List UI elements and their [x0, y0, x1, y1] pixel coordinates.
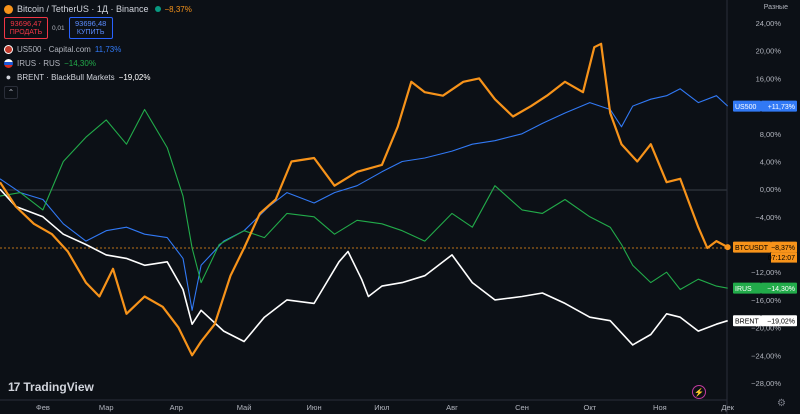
price-tag-us500: US500 +11,73%	[733, 100, 797, 112]
x-tick-label: Сен	[515, 403, 529, 412]
us500-change: 11,73%	[94, 44, 122, 54]
tag-name-bg	[733, 100, 761, 112]
tag-value-bg	[761, 315, 797, 327]
scale-mode-label[interactable]: Разные	[763, 4, 788, 11]
legend-item-us500[interactable]: US500 · Capital.com 11,73%	[4, 42, 192, 56]
buy-button[interactable]: 93696,48 КУПИТЬ	[68, 17, 113, 39]
y-tick-label: −28,00%	[751, 379, 781, 388]
price-tag-brent: BRENT −19,02%	[733, 315, 797, 327]
tag-value: +11,73%	[768, 104, 795, 111]
tag-name-bg	[733, 241, 771, 253]
y-tick-label: −16,00%	[751, 296, 781, 305]
gear-icon[interactable]: ⚙	[777, 398, 786, 409]
tag-name: BTCUSDT	[735, 245, 769, 252]
countdown-bg	[771, 252, 797, 263]
x-tick-label: Май	[237, 403, 252, 412]
buy-price: 93696,48	[75, 19, 107, 28]
legend-item-brent[interactable]: ● BRENT · BlackBull Markets −19,02%	[4, 70, 192, 84]
x-tick-label: Ноя	[653, 403, 667, 412]
countdown-label: 07:12:07	[768, 255, 795, 262]
irus-change: −14,30%	[64, 58, 96, 68]
sell-button[interactable]: 93696,47 ПРОДАТЬ	[4, 17, 48, 39]
y-tick-label: 16,00%	[756, 74, 782, 83]
tag-name: US500	[735, 104, 757, 111]
chevron-up-icon: ⌃	[7, 88, 15, 97]
oil-drop-icon: ●	[5, 72, 12, 82]
y-tick-label: 20,00%	[756, 47, 782, 56]
irus-name: IRUS · RUS	[17, 58, 61, 68]
y-tick-label: 24,00%	[756, 19, 782, 28]
tradingview-logo[interactable]: 17 TradingView	[8, 380, 94, 394]
x-tick-label: Авг	[446, 403, 458, 412]
main-symbol-row[interactable]: Bitcoin / TetherUS · 1Д · Binance −8,37%	[4, 2, 192, 16]
tradingview-mark-icon: 17	[8, 380, 20, 394]
tag-value: −14,30%	[767, 286, 795, 293]
y-tick-label: 0,00%	[760, 185, 782, 194]
y-tick-label: −20,00%	[751, 324, 781, 333]
legend: Bitcoin / TetherUS · 1Д · Binance −8,37%…	[4, 2, 192, 99]
price-tag-irus: IRUS −14,30%	[733, 282, 797, 294]
sell-label: ПРОДАТЬ	[9, 29, 43, 36]
x-tick-label: Апр	[170, 403, 183, 412]
series-line-irus	[0, 108, 728, 291]
tag-name-bg	[733, 282, 761, 294]
x-tick-label: Фев	[36, 403, 50, 412]
us500-icon	[4, 44, 13, 54]
x-tick-label: Июн	[307, 403, 322, 412]
x-tick-label: Июл	[374, 403, 389, 412]
y-tick-label: 8,00%	[760, 130, 782, 139]
trade-buttons: 93696,47 ПРОДАТЬ 0,01 93696,48 КУПИТЬ	[4, 17, 192, 39]
tag-value: −8,37%	[771, 245, 795, 252]
series-line-brent	[0, 188, 728, 346]
us500-name: US500 · Capital.com	[17, 44, 91, 54]
lightning-icon[interactable]: ⚡	[692, 385, 706, 399]
buy-label: КУПИТЬ	[76, 29, 105, 36]
legend-item-irus[interactable]: IRUS · RUS −14,30%	[4, 56, 192, 70]
tag-value-bg	[771, 241, 797, 253]
btc-last-point	[724, 244, 731, 251]
tag-name: IRUS	[735, 286, 752, 293]
x-tick-label: Окт	[583, 403, 596, 412]
x-tick-label: Мар	[99, 403, 114, 412]
collapse-legend-button[interactable]: ⌃	[4, 86, 18, 99]
brent-change: −19,02%	[118, 72, 151, 82]
brent-name: BRENT · BlackBull Markets	[17, 72, 115, 82]
brand-name: TradingView	[23, 380, 94, 394]
tag-value-bg	[761, 282, 797, 294]
y-tick-label: −4,00%	[755, 213, 781, 222]
y-tick-label: −12,00%	[751, 268, 781, 277]
tag-value: −19,02%	[767, 319, 795, 326]
series-line-btcusdt	[0, 42, 729, 357]
spread-value: 0,01	[52, 24, 65, 32]
tag-name: BRENT	[735, 319, 759, 326]
bitcoin-icon	[4, 4, 13, 14]
series-line-us500	[0, 88, 729, 311]
main-symbol-title: Bitcoin / TetherUS · 1Д · Binance	[17, 4, 149, 14]
sell-price: 93696,47	[10, 19, 42, 28]
tag-name-bg	[733, 315, 761, 327]
market-open-icon	[154, 6, 161, 12]
x-tick-label: Дек	[721, 403, 734, 412]
y-tick-label: 4,00%	[760, 157, 782, 166]
y-tick-label: −24,00%	[751, 351, 781, 360]
main-change: −8,37%	[164, 4, 192, 14]
russia-flag-icon	[4, 58, 13, 68]
price-tag-btcusdt: BTCUSDT −8,37% 07:12:07	[733, 241, 797, 263]
tag-value-bg	[761, 100, 797, 112]
